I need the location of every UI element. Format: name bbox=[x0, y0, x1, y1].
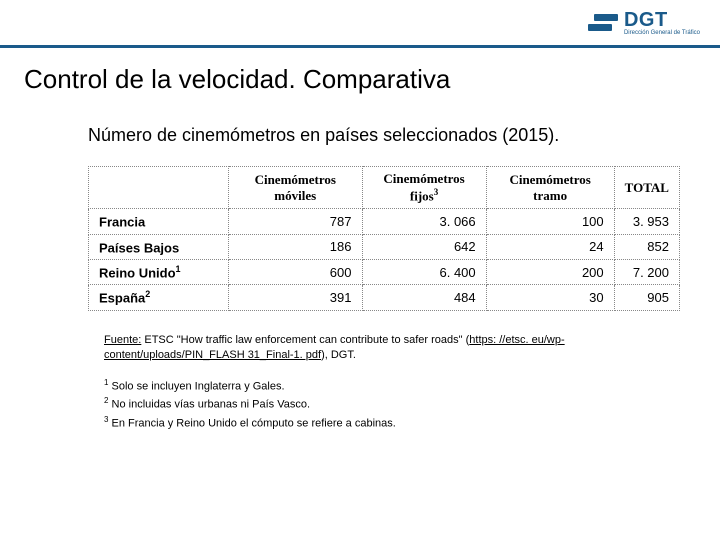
source-text-a: ETSC "How traffic law enforcement can co… bbox=[141, 334, 469, 346]
subtitle: Número de cinemómetros en países selecci… bbox=[88, 125, 680, 146]
logo-sub: Dirección General de Tráfico bbox=[624, 30, 700, 36]
dgt-logo: DGT Dirección General de Tráfico bbox=[588, 10, 700, 36]
cell-tramo: 100 bbox=[486, 209, 614, 234]
header-tramo: Cinemómetros tramo bbox=[486, 167, 614, 209]
footnote-3: 3 En Francia y Reino Unido el cómputo se… bbox=[104, 414, 680, 432]
logo-main: DGT bbox=[624, 10, 700, 30]
cell-moviles: 787 bbox=[229, 209, 363, 234]
source-text-b: ), DGT. bbox=[321, 349, 356, 361]
cell-fijos: 6. 400 bbox=[362, 259, 486, 284]
dgt-logo-text: DGT Dirección General de Tráfico bbox=[624, 10, 700, 36]
data-table: Cinemómetros móviles Cinemómetros fijos3… bbox=[88, 166, 680, 311]
cell-moviles: 391 bbox=[229, 285, 363, 310]
footnote-1: 1 Solo se incluyen Inglaterra y Gales. bbox=[104, 377, 680, 395]
header-fijos: Cinemómetros fijos3 bbox=[362, 167, 486, 209]
footnote-2: 2 No incluidas vías urbanas ni País Vasc… bbox=[104, 395, 680, 413]
content-area: Número de cinemómetros en países selecci… bbox=[0, 101, 720, 432]
table-row: España2 391 484 30 905 bbox=[89, 285, 680, 310]
cell-tramo: 30 bbox=[486, 285, 614, 310]
table-row: Reino Unido1 600 6. 400 200 7. 200 bbox=[89, 259, 680, 284]
cell-tramo: 24 bbox=[486, 234, 614, 259]
table-row: Francia 787 3. 066 100 3. 953 bbox=[89, 209, 680, 234]
header-moviles: Cinemómetros móviles bbox=[229, 167, 363, 209]
source-label: Fuente: bbox=[104, 334, 141, 346]
country-cell: Francia bbox=[89, 209, 229, 234]
cell-fijos: 484 bbox=[362, 285, 486, 310]
cell-total: 852 bbox=[614, 234, 679, 259]
cell-moviles: 600 bbox=[229, 259, 363, 284]
cell-moviles: 186 bbox=[229, 234, 363, 259]
source-note: Fuente: ETSC "How traffic law enforcemen… bbox=[88, 333, 680, 364]
cell-total: 7. 200 bbox=[614, 259, 679, 284]
header-bar: DGT Dirección General de Tráfico bbox=[0, 0, 720, 48]
footnotes: 1 Solo se incluyen Inglaterra y Gales. 2… bbox=[88, 377, 680, 431]
cell-fijos: 642 bbox=[362, 234, 486, 259]
country-cell: Países Bajos bbox=[89, 234, 229, 259]
cell-total: 905 bbox=[614, 285, 679, 310]
header-total: TOTAL bbox=[614, 167, 679, 209]
slide-title: Control de la velocidad. Comparativa bbox=[0, 48, 720, 101]
table-row: Países Bajos 186 642 24 852 bbox=[89, 234, 680, 259]
header-empty bbox=[89, 167, 229, 209]
cell-tramo: 200 bbox=[486, 259, 614, 284]
country-cell: Reino Unido1 bbox=[89, 259, 229, 284]
country-cell: España2 bbox=[89, 285, 229, 310]
table-header-row: Cinemómetros móviles Cinemómetros fijos3… bbox=[89, 167, 680, 209]
cell-total: 3. 953 bbox=[614, 209, 679, 234]
dgt-logo-mark bbox=[588, 12, 618, 34]
cell-fijos: 3. 066 bbox=[362, 209, 486, 234]
